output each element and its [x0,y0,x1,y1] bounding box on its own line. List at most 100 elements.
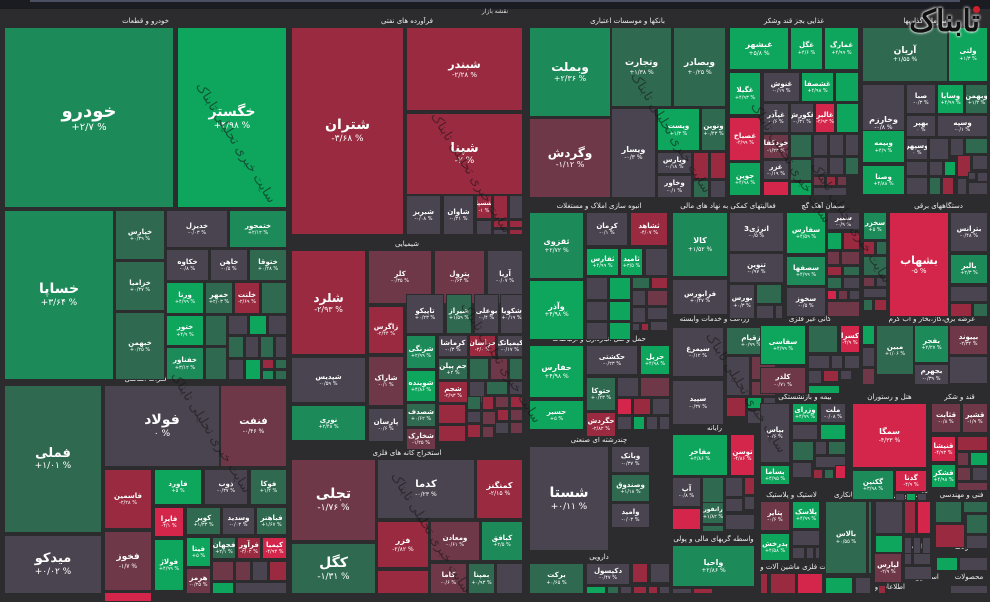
stock-tile[interactable]: بترانس -۰/۴۸ % [950,212,988,252]
stock-tile-small[interactable] [647,307,668,320]
stock-tile[interactable]: فایرا -۴/۱ % [154,507,184,537]
stock-tile[interactable]: وبهمن +۱/۳ % [965,84,988,114]
stock-tile[interactable]: وبملت +۲/۳۶ % [529,27,611,117]
stock-tile[interactable]: قنیشا -۴/۹۳ % [931,436,956,462]
stock-tile-small[interactable] [509,220,523,228]
stock-tile[interactable]: گدنا -۴/۹ % [895,470,927,492]
stock-tile[interactable]: شبندر -۲/۲۸ % [406,27,523,111]
stock-tile-small[interactable] [808,370,822,384]
stock-tile[interactable]: کگل -۱/۳۱ % [291,543,376,594]
stock-tile[interactable]: بوعلی -۰/۴ % [474,294,499,334]
stock-tile-small[interactable] [792,547,805,559]
stock-tile-small[interactable] [617,377,639,397]
stock-tile[interactable]: شکویا +۰/۱۹ % [500,294,523,334]
stock-tile-small[interactable] [205,347,227,380]
stock-tile-small[interactable] [510,422,523,434]
stock-tile-small[interactable] [245,336,259,358]
stock-tile[interactable]: غکورش-۰/۳۱ % [790,103,814,133]
stock-tile-small[interactable] [949,356,988,384]
stock-tile-small[interactable] [262,370,274,380]
stock-tile[interactable]: سمگا -۴/۳۳ % [852,403,927,468]
stock-tile-small[interactable] [633,586,647,594]
stock-tile-small[interactable] [966,514,988,534]
stock-tile[interactable]: حسیر +۵ % [529,400,584,430]
stock-tile[interactable]: صبا -۰/۳ % [906,84,936,114]
stock-tile-small[interactable] [693,180,709,198]
stock-tile[interactable]: پدرخش +۴/۵۸ % [760,533,790,561]
stock-tile-small[interactable] [968,182,988,195]
stock-tile-small[interactable] [863,277,875,287]
stock-tile[interactable]: حکشتی -۰/۲۳ % [586,345,638,375]
stock-tile[interactable]: پارسان -۰/۶ % [368,408,404,442]
stock-tile[interactable]: شوینده +۴/۸۶ % [406,370,436,402]
stock-tile[interactable]: بهپر ۰ % [906,115,936,137]
stock-tile-small[interactable] [831,355,843,369]
stock-tile[interactable]: غصباح -۴/۹۹ % [729,117,761,161]
stock-tile-small[interactable] [968,172,976,180]
stock-tile[interactable]: غالبر -۴/۹۳ % [815,103,835,133]
stock-tile-small[interactable] [672,508,701,530]
stock-tile-small[interactable] [827,290,837,300]
stock-tile[interactable]: خراسان -۲/۰ % [469,335,496,357]
stock-tile-small[interactable] [844,355,860,369]
stock-tile-small[interactable] [693,152,709,179]
stock-tile[interactable]: وتجارت +۱/۳۸ % [611,27,672,107]
stock-tile[interactable]: وبیمه +۴/۹ % [862,130,905,163]
stock-tile-small[interactable] [792,462,812,478]
stock-tile-small[interactable] [824,469,834,479]
stock-tile-small[interactable] [228,315,248,335]
stock-tile[interactable]: خزامیا +۰/۳۷ % [115,261,165,311]
stock-tile-small[interactable] [835,72,859,102]
stock-tile-small[interactable] [212,561,234,581]
stock-tile-small[interactable] [906,493,916,501]
stock-tile-small[interactable] [651,277,668,289]
stock-tile-small[interactable] [862,368,875,385]
stock-tile[interactable]: بجهرم -۰/۳۹ % [914,364,949,385]
stock-tile[interactable]: وسپهر ۰ % [906,138,928,160]
stock-tile-small[interactable] [620,586,632,594]
stock-tile-small[interactable] [725,498,743,512]
stock-tile[interactable]: ثفارس +۴/۹۹ % [586,248,619,276]
stock-tile[interactable]: فزر -۲/۸۲ % [377,521,429,568]
stock-tile-small[interactable] [790,159,812,181]
stock-tile[interactable]: شیراز +۱/۵۹ % [446,294,472,334]
stock-tile-small[interactable] [648,586,658,594]
stock-tile[interactable]: بورس +۰/۳ % [729,284,755,319]
stock-tile[interactable]: کویر +۱/۳۳ % [186,507,221,535]
stock-tile-small[interactable] [808,385,840,394]
stock-tile[interactable]: خکاوه -۰/۸ % [166,249,209,281]
stock-tile[interactable]: خدیزل -۰/۰۳ % [166,210,228,248]
stock-tile-small[interactable] [820,424,846,440]
stock-tile-small[interactable] [275,359,287,369]
stock-tile[interactable]: سفاسی +۴/۹۹ % [760,325,806,365]
stock-tile[interactable]: کدما -۰/۲۳ % [377,459,475,519]
stock-tile[interactable]: قثابت -۰/۸ % [931,403,961,433]
stock-tile-small[interactable] [261,282,287,314]
stock-tile-small[interactable] [935,524,965,548]
stock-tile-small[interactable] [228,336,244,358]
stock-tile-small[interactable] [862,325,875,345]
stock-tile-small[interactable] [509,381,523,395]
stock-tile-small[interactable] [760,573,768,594]
stock-tile-small[interactable] [904,501,916,534]
stock-tile-small[interactable] [275,370,287,380]
stock-tile[interactable]: بالاس +۰/۵۵ % [825,501,867,574]
stock-tile-small[interactable] [792,530,820,546]
stock-tile-small[interactable] [493,220,508,228]
stock-tile[interactable]: تاپیکو +۰/۲۳ % [406,294,444,334]
stock-tile-small[interactable] [849,290,860,300]
stock-tile[interactable]: ذوب -۰/۳۷ % [204,469,248,505]
stock-tile[interactable]: ختمحور +۲/۱۲ % [229,210,287,248]
stock-tile-small[interactable] [586,322,608,340]
stock-tile-small[interactable] [827,251,840,265]
stock-tile-small[interactable] [836,103,859,133]
stock-tile-small[interactable] [957,482,988,491]
stock-tile[interactable]: فوکا +۱/۴ % [250,469,287,505]
stock-tile-small[interactable] [269,561,287,581]
stock-tile-small[interactable] [640,377,670,397]
stock-tile-small[interactable] [770,573,796,594]
stock-tile-small[interactable] [509,195,523,219]
stock-tile[interactable]: بفجر +۲/۲۷ % [914,325,949,363]
stock-tile-small[interactable] [977,172,988,182]
stock-tile[interactable]: بساما +۴/۹۵ % [760,465,790,485]
